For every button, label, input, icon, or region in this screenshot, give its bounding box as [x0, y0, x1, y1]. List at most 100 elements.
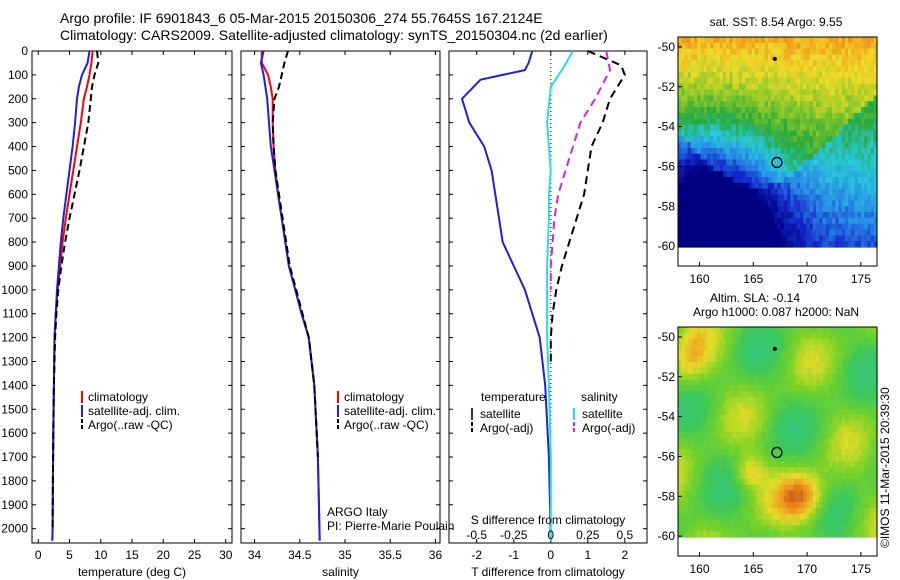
- map-y-tick-label: -58: [658, 489, 676, 503]
- map-x-tick-label: 175: [851, 562, 871, 576]
- map-y-tick-label: -58: [658, 199, 676, 213]
- y-tick-label: 1500: [1, 402, 28, 416]
- map-y-tick-label: -52: [658, 370, 676, 384]
- temperature-legend-label: climatology: [88, 390, 148, 404]
- x-axis-label: temperature (deg C): [78, 565, 186, 579]
- salinity-legend-label: climatology: [344, 390, 404, 404]
- top-x-axis-label: S difference from climatology: [471, 513, 626, 527]
- top-x-tick-label: 0: [547, 528, 554, 542]
- map-x-tick-label: 165: [743, 562, 763, 576]
- map-x-tick-label: 165: [743, 272, 763, 286]
- x-tick-label: 34.5: [288, 548, 312, 562]
- x-tick-label: 30: [219, 548, 233, 562]
- series-line-temperature-argo-adj-: [549, 50, 626, 362]
- y-tick-label: 700: [8, 211, 28, 225]
- argo-position-marker: [771, 156, 783, 169]
- y-tick-label: 600: [8, 187, 28, 201]
- x-tick-label: 35: [338, 548, 352, 562]
- imos-timestamp: ©IMOS 11-Mar-2015 20:39:30: [878, 387, 892, 548]
- series-line-argo-raw-qc-: [271, 50, 319, 458]
- y-tick-label: 1900: [1, 498, 28, 512]
- map-x-tick-label: 160: [689, 562, 709, 576]
- profile-panel-3: [448, 50, 648, 544]
- top-x-tick-label: 0.5: [616, 528, 633, 542]
- map-y-tick-label: -56: [658, 159, 676, 173]
- sst-map-title: sat. SST: 8.54 Argo: 9.55: [710, 15, 843, 29]
- map-frame: [677, 36, 878, 267]
- map-y-tick-label: -60: [658, 239, 676, 253]
- argo-position-marker: [771, 446, 783, 459]
- figure-title-line1: Argo profile: IF 6901843_6 05-Mar-2015 2…: [60, 10, 543, 26]
- legend-header-salinity: salinity: [581, 390, 618, 404]
- salinity-legend-label: Argo(..raw -QC): [344, 418, 429, 432]
- y-tick-label: 2000: [1, 522, 28, 536]
- y-tick-label: 1700: [1, 450, 28, 464]
- island-mark: [772, 346, 777, 351]
- y-tick-label: 1200: [1, 331, 28, 345]
- y-tick-label: 1000: [1, 283, 28, 297]
- x-axis-label: salinity: [322, 565, 359, 579]
- x-tick-label: 34: [248, 548, 262, 562]
- x-tick-label: 5: [66, 548, 73, 562]
- top-x-tick-label: -0.25: [500, 528, 528, 542]
- map-y-tick-label: -56: [658, 449, 676, 463]
- series-line-temperature-satellite: [461, 50, 552, 541]
- y-tick-label: 0: [21, 44, 28, 58]
- sla-map-title-line1: Altim. SLA: -0.14: [710, 291, 800, 305]
- x-tick-label: -1: [508, 548, 519, 562]
- x-tick-label: -2: [471, 548, 482, 562]
- series-line-salinity-satellite: [546, 50, 574, 541]
- sla-map: [677, 326, 878, 557]
- sst-map: [677, 36, 878, 267]
- map-x-tick-label: 170: [797, 562, 817, 576]
- y-tick-label: 1800: [1, 474, 28, 488]
- map-y-tick-label: -60: [658, 529, 676, 543]
- legend-header-temperature: temperature: [481, 390, 546, 404]
- diff-legend-label: Argo(-adj): [582, 421, 635, 435]
- y-tick-label: 500: [8, 163, 28, 177]
- temperature-legend-label: Argo(..raw -QC): [88, 418, 173, 432]
- series-line-salinity-argo-adj-: [549, 50, 611, 290]
- x-tick-label: 35.5: [379, 548, 403, 562]
- y-tick-label: 400: [8, 140, 28, 154]
- series-line-argo-raw-qc-: [51, 50, 100, 529]
- pi-annotation: PI: Pierre-Marie Poulain: [327, 519, 454, 533]
- sla-map-title-line2: Argo h1000: 0.087 h2000: NaN: [693, 305, 859, 319]
- salinity-legend-label: satellite-adj. clim.: [344, 404, 436, 418]
- map-y-tick-label: -54: [658, 410, 676, 424]
- x-tick-label: 2: [621, 548, 628, 562]
- plot-frame: [31, 50, 233, 544]
- x-tick-label: 20: [157, 548, 171, 562]
- x-tick-label: 0: [35, 548, 42, 562]
- map-y-tick-label: -50: [658, 40, 676, 54]
- x-tick-label: 25: [188, 548, 202, 562]
- y-tick-label: 300: [8, 116, 28, 130]
- map-x-tick-label: 170: [797, 272, 817, 286]
- x-tick-label: 15: [125, 548, 139, 562]
- diff-legend-label: Argo(-adj): [480, 421, 533, 435]
- map-y-tick-label: -54: [658, 120, 676, 134]
- x-tick-label: 1: [584, 548, 591, 562]
- island-mark: [772, 56, 777, 61]
- y-tick-label: 1600: [1, 426, 28, 440]
- x-tick-label: 0: [547, 548, 554, 562]
- map-frame: [677, 326, 878, 557]
- profile-panel-2: [240, 50, 441, 544]
- x-tick-label: 10: [94, 548, 108, 562]
- top-x-tick-label: -0.5: [466, 528, 487, 542]
- temperature-legend-label: satellite-adj. clim.: [88, 404, 180, 418]
- profile-panel-1: [31, 50, 233, 544]
- map-x-tick-label: 175: [851, 272, 871, 286]
- y-tick-label: 1100: [2, 307, 28, 321]
- y-tick-label: 900: [8, 259, 28, 273]
- y-tick-label: 100: [8, 68, 28, 82]
- x-tick-label: 36: [429, 548, 443, 562]
- y-tick-label: 200: [8, 92, 28, 106]
- plot-frame: [240, 50, 441, 544]
- map-y-tick-label: -50: [658, 330, 676, 344]
- y-tick-label: 800: [8, 235, 28, 249]
- map-x-tick-label: 160: [689, 272, 709, 286]
- map-y-tick-label: -52: [658, 80, 676, 94]
- figure-title-line2: Climatology: CARS2009. Satellite-adjuste…: [60, 27, 608, 43]
